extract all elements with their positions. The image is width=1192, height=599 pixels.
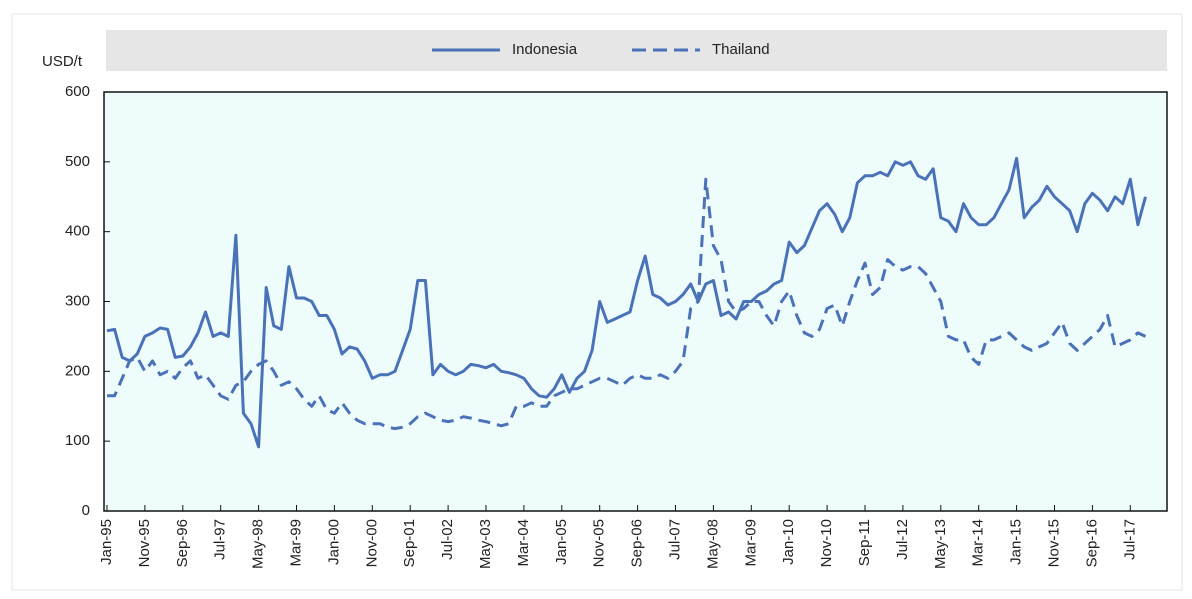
x-tick-label: May-98 bbox=[250, 519, 267, 569]
x-tick-label: Mar-99 bbox=[287, 519, 304, 567]
x-tick-label: May-08 bbox=[704, 519, 721, 569]
x-tick-label: Nov-00 bbox=[363, 519, 380, 567]
y-tick-label: 200 bbox=[65, 362, 90, 379]
x-tick-label: Jan-95 bbox=[98, 519, 115, 565]
x-tick-label: Mar-04 bbox=[515, 519, 532, 567]
x-tick-label: Nov-05 bbox=[591, 519, 608, 567]
x-tick-label: Nov-10 bbox=[818, 519, 835, 567]
x-tick-label: Sep-96 bbox=[174, 519, 191, 567]
x-tick-label: Jul-97 bbox=[212, 519, 229, 560]
y-tick-label: 400 bbox=[65, 223, 90, 240]
x-tick-label: Jan-15 bbox=[1008, 519, 1025, 565]
x-tick-label: Nov-15 bbox=[1045, 519, 1062, 567]
x-tick-label: Jan-05 bbox=[553, 519, 570, 565]
y-tick-label: 500 bbox=[65, 153, 90, 170]
x-tick-label: May-03 bbox=[477, 519, 494, 569]
x-tick-label: Jul-07 bbox=[666, 519, 683, 560]
legend-label: Thailand bbox=[712, 41, 770, 58]
x-tick-label: Sep-06 bbox=[629, 519, 646, 567]
x-tick-label: Mar-09 bbox=[742, 519, 759, 567]
x-tick-label: Jul-02 bbox=[439, 519, 456, 560]
frame bbox=[11, 13, 1183, 591]
plot-area bbox=[103, 91, 1168, 512]
y-tick-label: 100 bbox=[65, 432, 90, 449]
x-tick-label: Jan-00 bbox=[325, 519, 342, 565]
x-tick-label: Nov-95 bbox=[136, 519, 153, 567]
x-tick-label: Jul-12 bbox=[894, 519, 911, 560]
y-tick-label: 0 bbox=[82, 502, 90, 519]
y-axis-label: USD/t bbox=[42, 53, 83, 70]
legend-label: Indonesia bbox=[512, 41, 578, 58]
x-tick-label: Sep-01 bbox=[401, 519, 418, 567]
series-line bbox=[107, 177, 1147, 431]
x-tick-label: Sep-16 bbox=[1083, 519, 1100, 567]
x-tick-label: Mar-14 bbox=[970, 519, 987, 567]
y-tick-label: 600 bbox=[65, 83, 90, 100]
y-tick-label: 300 bbox=[65, 292, 90, 309]
x-tick-label: Jul-17 bbox=[1121, 519, 1138, 560]
x-tick-label: Sep-11 bbox=[856, 519, 873, 566]
x-tick-label: Jan-10 bbox=[780, 519, 797, 565]
x-tick-label: May-13 bbox=[932, 519, 949, 569]
series-line bbox=[106, 156, 1147, 449]
